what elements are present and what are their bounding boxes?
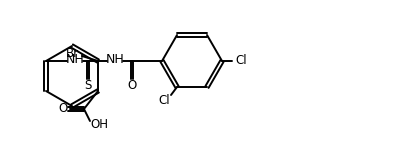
Text: O: O — [127, 79, 136, 92]
Text: Br: Br — [65, 48, 78, 61]
Text: Cl: Cl — [158, 94, 169, 107]
Text: NH: NH — [66, 54, 84, 67]
Text: OH: OH — [90, 118, 108, 131]
Text: Cl: Cl — [234, 55, 246, 67]
Text: NH: NH — [105, 54, 124, 67]
Text: S: S — [84, 79, 92, 92]
Text: O: O — [58, 103, 68, 115]
